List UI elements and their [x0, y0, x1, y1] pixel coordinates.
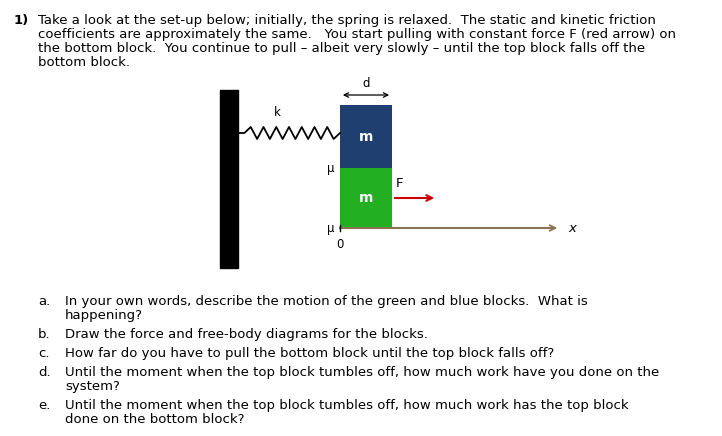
Text: Until the moment when the top block tumbles off, how much work has the top block: Until the moment when the top block tumb…: [65, 399, 629, 412]
Text: coefficients are approximately the same.   You start pulling with constant force: coefficients are approximately the same.…: [38, 28, 676, 41]
Bar: [340, 105, 392, 168]
Text: the bottom block.  You continue to pull – albeit very slowly – until the top blo: the bottom block. You continue to pull –…: [38, 42, 645, 55]
Text: done on the bottom block?: done on the bottom block?: [65, 413, 245, 426]
Text: d.: d.: [38, 366, 51, 379]
Text: Take a look at the set-up below; initially, the spring is relaxed.  The static a: Take a look at the set-up below; initial…: [38, 14, 656, 27]
Text: 1): 1): [14, 14, 30, 27]
Text: F: F: [396, 177, 404, 190]
Text: m: m: [359, 191, 373, 205]
Text: d: d: [362, 77, 370, 90]
Text: bottom block.: bottom block.: [38, 56, 130, 69]
Text: e.: e.: [38, 399, 51, 412]
Text: Until the moment when the top block tumbles off, how much work have you done on : Until the moment when the top block tumb…: [65, 366, 659, 379]
Text: b.: b.: [38, 328, 51, 341]
Text: Draw the force and free-body diagrams for the blocks.: Draw the force and free-body diagrams fo…: [65, 328, 428, 341]
Text: In your own words, describe the motion of the green and blue blocks.  What is: In your own words, describe the motion o…: [65, 295, 588, 308]
Text: μ: μ: [326, 221, 334, 235]
Text: happening?: happening?: [65, 309, 143, 322]
Bar: [340, 168, 392, 228]
Text: x: x: [568, 221, 576, 235]
Bar: [220, 90, 238, 268]
Text: a.: a.: [38, 295, 51, 308]
Text: μ: μ: [326, 161, 334, 174]
Text: c.: c.: [38, 347, 50, 360]
Text: m: m: [359, 129, 373, 143]
Text: system?: system?: [65, 380, 120, 393]
Text: k: k: [274, 106, 280, 119]
Text: How far do you have to pull the bottom block until the top block falls off?: How far do you have to pull the bottom b…: [65, 347, 554, 360]
Text: 0: 0: [336, 238, 344, 251]
